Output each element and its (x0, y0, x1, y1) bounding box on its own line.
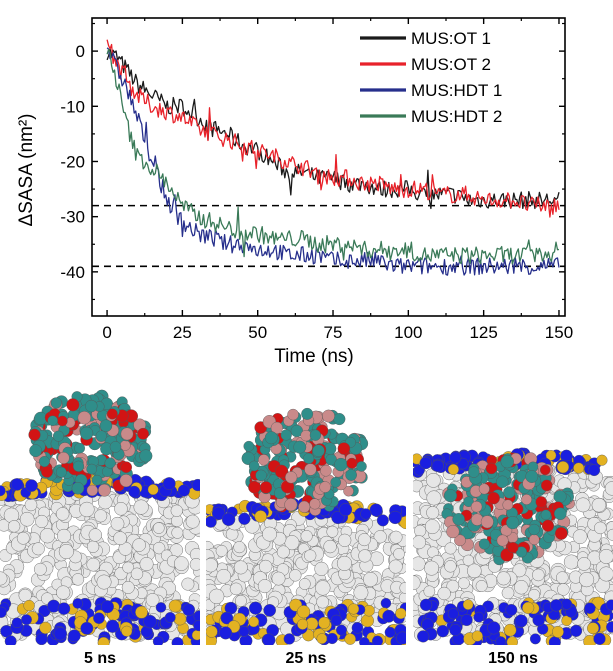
plot-frame (91, 17, 566, 317)
series-line-1 (106, 39, 560, 218)
x-tick-label: 75 (324, 323, 343, 342)
y-tick-label: -30 (60, 208, 85, 227)
series-line-2 (106, 47, 560, 276)
snapshot-panel-25ns (206, 383, 406, 645)
legend: MUS:OT 1 MUS:OT 2 MUS:HDT 1 MUS:HDT 2 (360, 29, 502, 126)
y-tick-label: -20 (60, 152, 85, 171)
y-axis-label: ΔSASA (nm²) (16, 114, 37, 227)
legend-label: MUS:HDT 2 (411, 107, 502, 126)
series-line-3 (106, 48, 560, 265)
x-tick-label: 25 (173, 323, 192, 342)
legend-label: MUS:OT 1 (411, 29, 491, 48)
axis-ticks: 0 25 50 75 100 125 150 0 -10 -20 -30 -40 (60, 18, 573, 342)
snapshot-panel-5ns (0, 383, 200, 645)
membrane-snapshot-image (413, 447, 613, 645)
x-tick-label: 50 (248, 323, 267, 342)
legend-label: MUS:OT 2 (411, 55, 491, 74)
snapshot-caption-150ns: 150 ns (488, 650, 538, 667)
snapshot-caption-25ns: 25 ns (285, 650, 327, 667)
x-tick-label: 0 (102, 323, 111, 342)
series-layer (106, 39, 560, 276)
x-tick-label: 150 (545, 323, 573, 342)
snapshot-panel-150ns (413, 383, 613, 645)
legend-label: MUS:HDT 1 (411, 81, 502, 100)
y-tick-label: -40 (60, 263, 85, 282)
y-tick-label: 0 (76, 42, 85, 61)
x-tick-label: 125 (469, 323, 497, 342)
x-tick-label: 100 (394, 323, 422, 342)
series-line-0 (106, 48, 560, 210)
x-axis-label: Time (ns) (274, 346, 354, 367)
membrane-snapshot-image (206, 407, 406, 645)
reference-lines (92, 204, 565, 268)
snapshot-caption-5ns: 5 ns (83, 650, 116, 667)
y-tick-label: -10 (60, 97, 85, 116)
membrane-snapshot-image (0, 389, 200, 645)
